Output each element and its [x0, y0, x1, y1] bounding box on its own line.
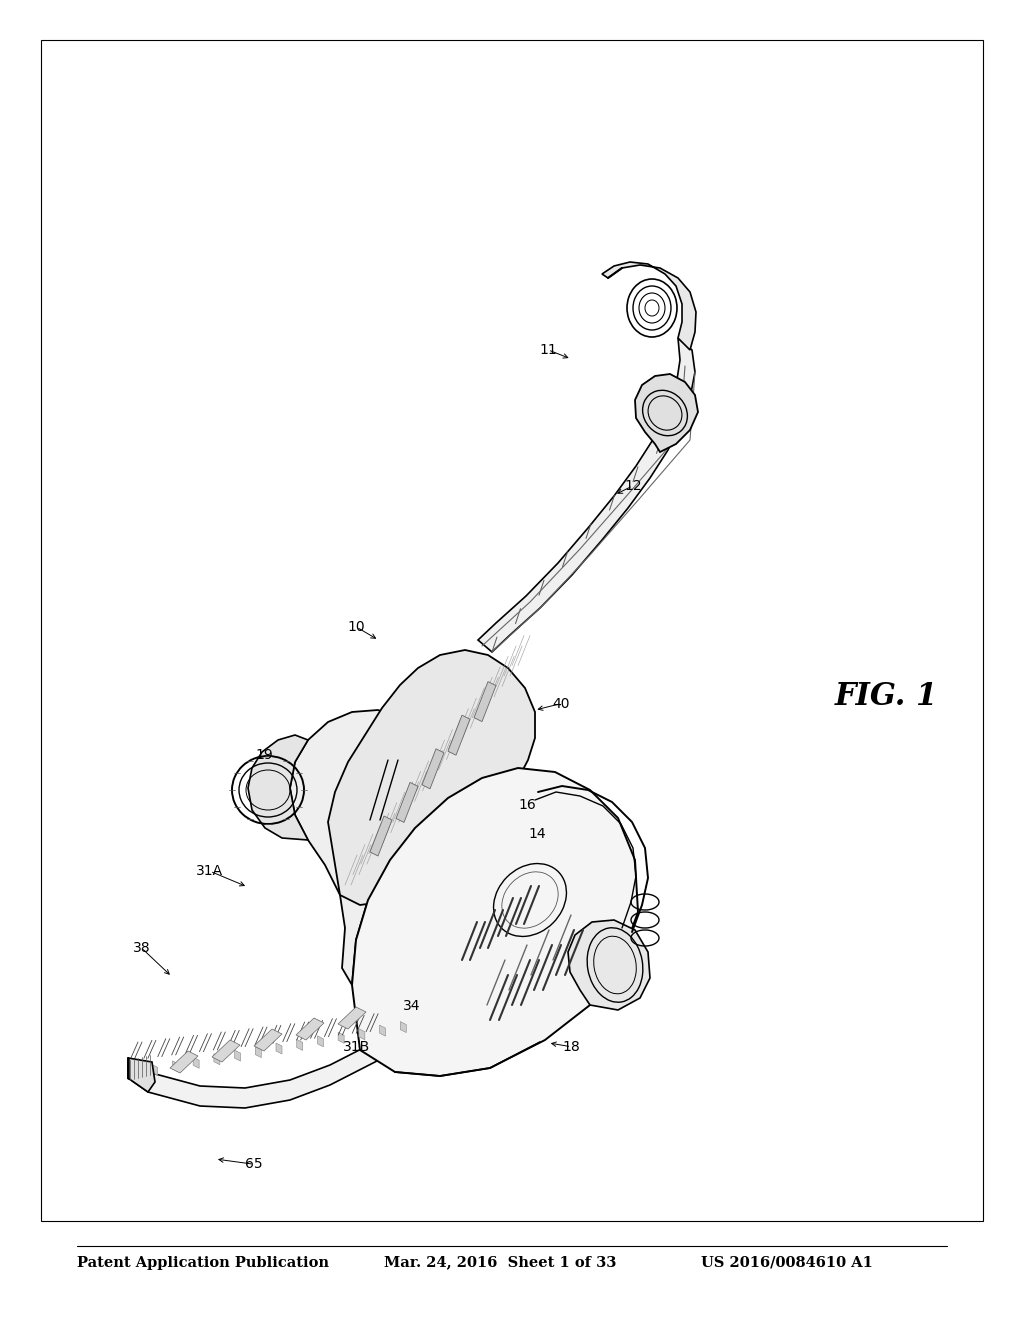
Polygon shape — [449, 715, 470, 755]
Polygon shape — [194, 1057, 199, 1068]
Text: Patent Application Publication: Patent Application Publication — [77, 1255, 329, 1270]
Polygon shape — [400, 1022, 407, 1032]
Polygon shape — [297, 1039, 303, 1051]
Polygon shape — [338, 1032, 344, 1043]
Text: 31A: 31A — [197, 865, 223, 878]
Polygon shape — [170, 1051, 198, 1073]
Text: 14: 14 — [528, 828, 547, 841]
Polygon shape — [396, 783, 418, 822]
Polygon shape — [317, 1036, 324, 1047]
Polygon shape — [352, 768, 638, 1076]
Polygon shape — [172, 1061, 178, 1072]
Polygon shape — [290, 710, 422, 985]
Polygon shape — [234, 1051, 241, 1061]
Polygon shape — [568, 920, 650, 1010]
Polygon shape — [422, 748, 444, 789]
Polygon shape — [212, 1040, 240, 1063]
Text: 65: 65 — [245, 1158, 263, 1171]
Text: 12: 12 — [624, 479, 642, 492]
Polygon shape — [478, 338, 695, 652]
Polygon shape — [214, 1053, 220, 1065]
Text: 34: 34 — [402, 999, 421, 1012]
Polygon shape — [131, 1068, 137, 1078]
Text: US 2016/0084610 A1: US 2016/0084610 A1 — [701, 1255, 873, 1270]
Text: Mar. 24, 2016  Sheet 1 of 33: Mar. 24, 2016 Sheet 1 of 33 — [384, 1255, 616, 1270]
Text: 11: 11 — [539, 343, 557, 356]
Polygon shape — [128, 1008, 430, 1107]
Polygon shape — [254, 1030, 282, 1051]
Polygon shape — [338, 1007, 366, 1030]
Text: FIG. 1: FIG. 1 — [835, 681, 938, 713]
Polygon shape — [296, 1018, 324, 1040]
Polygon shape — [380, 1026, 386, 1036]
Polygon shape — [358, 1028, 365, 1040]
Bar — [41, 40, 983, 1221]
Text: 16: 16 — [518, 799, 537, 812]
Text: 18: 18 — [562, 1040, 581, 1053]
Polygon shape — [370, 816, 392, 855]
Polygon shape — [328, 649, 535, 906]
Text: 19: 19 — [255, 748, 273, 762]
Polygon shape — [276, 1043, 282, 1053]
Text: 10: 10 — [347, 620, 366, 634]
Polygon shape — [635, 374, 698, 451]
Polygon shape — [474, 681, 496, 722]
Text: 31B: 31B — [343, 1040, 370, 1053]
Text: 38: 38 — [132, 941, 151, 954]
Polygon shape — [128, 1059, 155, 1092]
Polygon shape — [248, 735, 308, 840]
Polygon shape — [152, 1064, 158, 1076]
Text: 40: 40 — [552, 697, 570, 710]
Polygon shape — [602, 261, 696, 350]
Polygon shape — [255, 1047, 261, 1057]
